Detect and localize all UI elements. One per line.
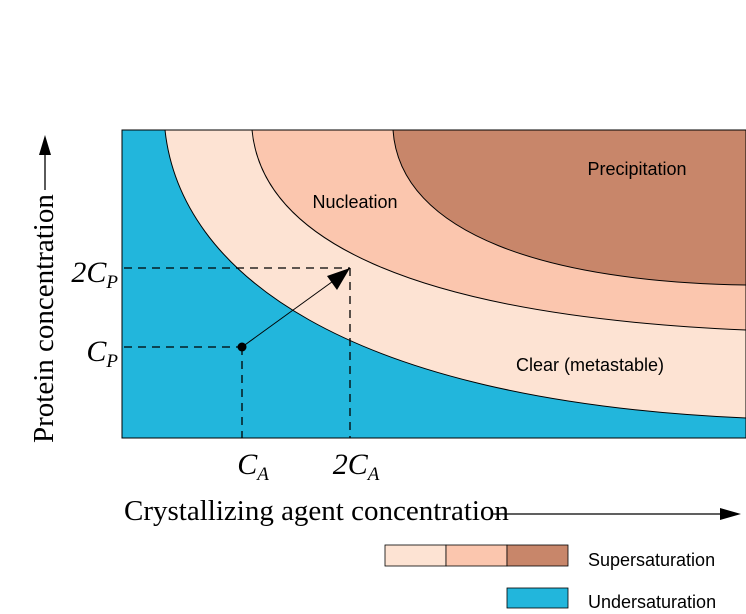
tick-2ca: 2CA: [333, 448, 380, 485]
plot-frame: [121, 129, 746, 439]
legend-swatch-nucleation: [445, 544, 508, 567]
doubling-arrow: [241, 278, 337, 348]
legend-swatch-precipitation: [506, 544, 569, 567]
tick-2cp: 2CP: [71, 256, 118, 293]
start-point: [237, 342, 247, 352]
tick-ca: CA: [237, 448, 269, 485]
y-axis-arrow-head: [39, 135, 51, 155]
arrow-head: [327, 268, 350, 290]
y-axis-label: Protein concentration: [28, 194, 60, 443]
legend-swatch-clear: [384, 544, 447, 567]
x-axis-arrow-head: [720, 508, 741, 520]
legend-undersaturation: Undersaturation: [588, 592, 716, 612]
tick-cp: CP: [86, 335, 118, 372]
legend-swatch-undersaturation: [506, 587, 569, 609]
label-precipitation: Precipitation: [587, 159, 686, 179]
x-axis-label: Crystallizing agent concentration: [124, 495, 509, 527]
label-clear: Clear (metastable): [516, 355, 664, 375]
label-nucleation: Nucleation: [312, 192, 397, 212]
legend-supersaturation: Supersaturation: [588, 550, 715, 570]
